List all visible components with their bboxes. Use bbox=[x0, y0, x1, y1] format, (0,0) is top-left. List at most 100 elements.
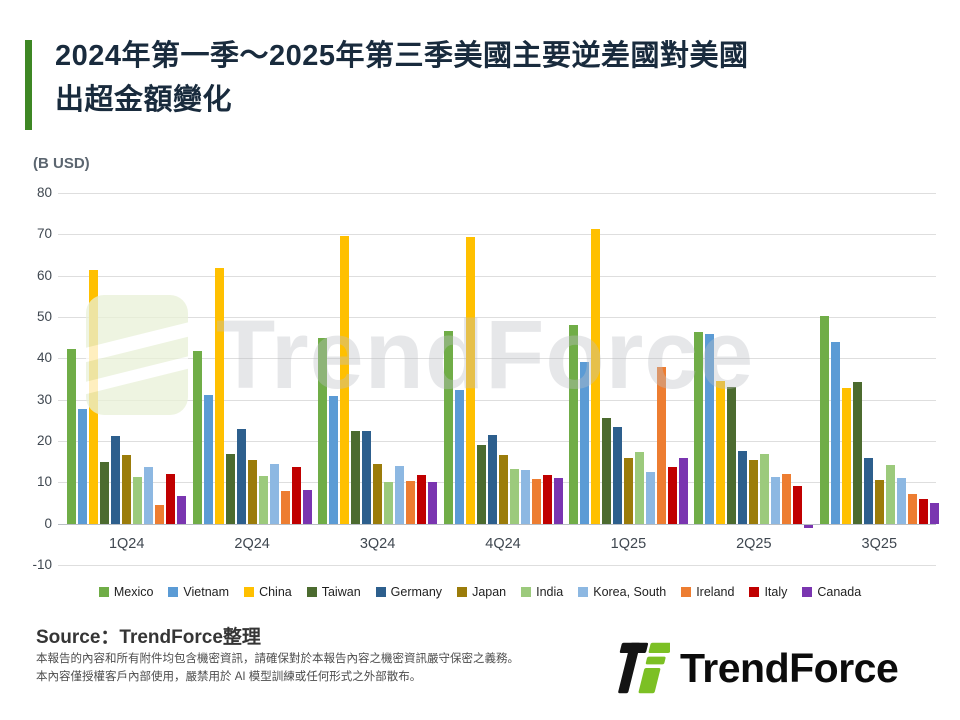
legend-item-mexico: Mexico bbox=[98, 585, 153, 599]
legend-item-germany: Germany bbox=[375, 585, 443, 599]
plot-area: TrendForce 80 70 60 50 40 30 20 10 0 -10 1Q24 2Q24 3… bbox=[32, 185, 939, 572]
y-tick-label: 70 bbox=[36, 226, 52, 242]
legend-label: Korea, South bbox=[593, 585, 667, 599]
bar-japan-3q25 bbox=[874, 479, 884, 524]
bar-korea-south-3q25 bbox=[896, 478, 906, 524]
gridline-40 bbox=[58, 358, 936, 360]
bar-japan-3q24 bbox=[373, 464, 383, 524]
legend-marker-icon bbox=[521, 587, 532, 597]
brand-logo-text: TrendForce bbox=[680, 644, 899, 691]
bar-germany-1q24 bbox=[111, 435, 121, 524]
legend-item-italy: Italy bbox=[749, 585, 787, 599]
bar-italy-3q25 bbox=[918, 498, 928, 524]
bar-germany-3q25 bbox=[863, 458, 873, 524]
gridline-0 bbox=[58, 523, 936, 525]
bar-taiwan-1q24 bbox=[100, 462, 110, 524]
legend-marker-icon bbox=[306, 587, 317, 597]
bar-korea-south-3q24 bbox=[395, 466, 405, 524]
legend-marker-icon bbox=[98, 587, 109, 597]
bar-india-3q24 bbox=[384, 481, 394, 524]
bar-germany-2q24 bbox=[236, 428, 246, 524]
legend-marker-icon bbox=[168, 587, 179, 597]
bar-taiwan-3q25 bbox=[852, 382, 862, 524]
bar-japan-1q25 bbox=[623, 458, 633, 524]
footer-disclaimer: 本報告的內容和所有附件均包含機密資訊，請確保對於本報告內容之機密資訊嚴守保密之義… bbox=[36, 650, 519, 686]
bar-germany-3q24 bbox=[362, 430, 372, 524]
bar-taiwan-3q24 bbox=[351, 431, 361, 524]
bar-ireland-2q24 bbox=[280, 491, 290, 524]
legend-marker-icon bbox=[578, 587, 589, 597]
bar-mexico-3q25 bbox=[819, 316, 829, 524]
trendforce-logo-icon bbox=[618, 642, 670, 694]
bar-vietnam-1q25 bbox=[579, 362, 589, 524]
gridline-80 bbox=[58, 193, 936, 194]
bar-india-3q25 bbox=[885, 465, 895, 524]
legend-marker-icon bbox=[375, 587, 386, 597]
bar-korea-south-2q25 bbox=[771, 476, 781, 524]
y-tick-label: 20 bbox=[36, 433, 52, 448]
y-tick-label: 0 bbox=[44, 515, 52, 531]
legend-label: Ireland bbox=[696, 585, 735, 599]
bar-china-3q24 bbox=[340, 236, 350, 524]
bar-italy-1q25 bbox=[667, 466, 677, 524]
y-axis-unit-label: (B USD) bbox=[33, 155, 90, 172]
bar-japan-2q24 bbox=[247, 460, 257, 524]
bar-china-4q24 bbox=[465, 237, 475, 524]
bar-mexico-3q24 bbox=[318, 337, 328, 524]
bar-canada-3q25 bbox=[929, 503, 939, 524]
legend-label: India bbox=[536, 585, 564, 599]
bar-japan-1q24 bbox=[122, 455, 132, 524]
brand-logo: TrendForce bbox=[610, 638, 899, 698]
legend-item-ireland: Ireland bbox=[681, 585, 734, 599]
legend-label: Vietnam bbox=[183, 585, 230, 599]
watermark-logo-icon bbox=[86, 295, 188, 415]
bar-mexico-1q24 bbox=[67, 348, 77, 524]
page-title-line1: 2024年第一季～2025年第三季美國主要逆差國對美國 bbox=[55, 40, 749, 72]
legend-item-canada: Canada bbox=[802, 585, 861, 599]
bar-ireland-3q24 bbox=[406, 481, 416, 524]
bar-ireland-4q24 bbox=[531, 479, 541, 524]
bar-india-2q24 bbox=[258, 476, 268, 524]
footer-disclaimer-line2: 本內容僅授權客戶內部使用，嚴禁用於 AI 模型訓練或任何形式之外部散布。 bbox=[36, 671, 422, 683]
gridline--10 bbox=[58, 565, 936, 566]
bar-vietnam-3q24 bbox=[329, 396, 339, 524]
legend-label: China bbox=[259, 585, 292, 599]
bar-korea-south-1q25 bbox=[645, 472, 655, 524]
bar-mexico-4q24 bbox=[443, 330, 453, 524]
bar-canada-1q25 bbox=[678, 457, 688, 524]
legend-label: Taiwan bbox=[321, 585, 361, 599]
bar-taiwan-2q24 bbox=[225, 454, 235, 524]
bar-germany-4q24 bbox=[487, 435, 497, 524]
bar-canada-1q24 bbox=[177, 495, 187, 524]
legend-marker-icon bbox=[244, 587, 255, 597]
bar-china-3q25 bbox=[841, 388, 851, 524]
x-tick-label-1q25: 1Q25 bbox=[610, 535, 647, 552]
gridline-70 bbox=[58, 234, 936, 236]
legend-marker-icon bbox=[802, 587, 813, 597]
bar-vietnam-2q25 bbox=[705, 333, 715, 524]
bar-italy-2q24 bbox=[291, 467, 301, 524]
page-title: 2024年第一季～2025年第三季美國主要逆差國對美國 出超金額變化 bbox=[55, 34, 915, 122]
x-tick-label-4q24: 4Q24 bbox=[485, 535, 521, 552]
legend-item-taiwan: Taiwan bbox=[306, 585, 361, 599]
bar-taiwan-1q25 bbox=[601, 418, 611, 524]
bar-india-4q24 bbox=[509, 469, 519, 524]
bar-mexico-2q24 bbox=[192, 351, 202, 524]
y-tick-label: 80 bbox=[36, 185, 52, 200]
bar-germany-2q25 bbox=[738, 451, 748, 524]
legend-item-korea-south: Korea, South bbox=[578, 585, 666, 599]
bar-india-1q25 bbox=[634, 452, 644, 524]
gridline-60 bbox=[58, 275, 936, 277]
bar-japan-2q25 bbox=[749, 459, 759, 524]
bar-vietnam-4q24 bbox=[454, 390, 464, 524]
source-label: Source：TrendForce整理 bbox=[36, 627, 261, 648]
legend-label: Canada bbox=[817, 585, 862, 599]
y-tick-label: 30 bbox=[36, 391, 52, 407]
legend-item-india: India bbox=[521, 585, 563, 599]
bar-korea-south-2q24 bbox=[269, 464, 279, 524]
bar-italy-4q24 bbox=[542, 474, 552, 524]
bar-italy-2q25 bbox=[793, 486, 803, 524]
legend-label: Germany bbox=[390, 585, 443, 599]
bar-mexico-1q25 bbox=[568, 325, 578, 524]
